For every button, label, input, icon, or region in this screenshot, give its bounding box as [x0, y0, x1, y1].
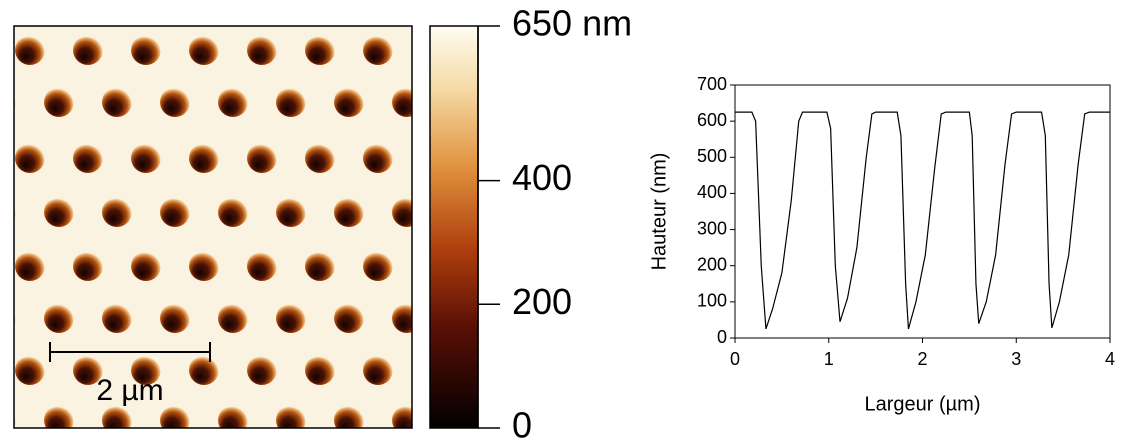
afm-hole	[276, 87, 306, 117]
afm-hole	[247, 143, 277, 173]
y-tick-label: 600	[697, 110, 727, 130]
y-axis-label: Hauteur (nm)	[648, 153, 670, 271]
afm-hole	[189, 251, 219, 281]
afm-hole	[334, 405, 364, 435]
plot-frame	[735, 85, 1110, 338]
afm-hole	[15, 355, 45, 385]
afm-hole	[102, 197, 132, 227]
x-tick-label: 4	[1105, 349, 1115, 369]
x-tick-label: 0	[730, 349, 740, 369]
afm-hole	[247, 355, 277, 385]
afm-hole	[73, 35, 103, 65]
afm-hole	[131, 35, 161, 65]
afm-hole	[218, 87, 248, 117]
afm-hole	[131, 143, 161, 173]
afm-hole	[363, 143, 393, 173]
afm-hole	[189, 143, 219, 173]
afm-hole	[276, 303, 306, 333]
afm-hole	[276, 197, 306, 227]
afm-hole	[160, 87, 190, 117]
afm-hole	[160, 197, 190, 227]
afm-hole	[363, 251, 393, 281]
afm-hole	[392, 303, 422, 333]
afm-hole	[189, 35, 219, 65]
afm-hole	[276, 405, 306, 435]
afm-hole	[44, 87, 74, 117]
x-tick-label: 2	[917, 349, 927, 369]
afm-hole	[392, 197, 422, 227]
colorbar-tick-label: 650 nm	[512, 3, 632, 44]
afm-hole	[44, 303, 74, 333]
colorbar-tick-label: 200	[512, 281, 572, 322]
afm-hole	[247, 251, 277, 281]
scale-bar-label: 2 µm	[96, 374, 163, 407]
afm-hole	[218, 405, 248, 435]
afm-hole	[73, 143, 103, 173]
y-tick-label: 100	[697, 291, 727, 311]
afm-hole	[160, 405, 190, 435]
afm-hole	[44, 405, 74, 435]
profile-line	[735, 112, 1110, 329]
y-tick-label: 500	[697, 146, 727, 166]
afm-hole	[305, 35, 335, 65]
afm-hole	[15, 143, 45, 173]
y-tick-label: 0	[717, 327, 727, 347]
afm-hole	[305, 251, 335, 281]
afm-hole	[334, 197, 364, 227]
afm-hole	[305, 355, 335, 385]
afm-hole	[131, 251, 161, 281]
afm-hole	[363, 35, 393, 65]
y-tick-label: 200	[697, 254, 727, 274]
afm-hole	[102, 87, 132, 117]
afm-hole	[392, 87, 422, 117]
afm-hole	[102, 405, 132, 435]
afm-hole	[44, 197, 74, 227]
afm-hole	[247, 35, 277, 65]
afm-hole	[363, 355, 393, 385]
afm-hole	[189, 355, 219, 385]
afm-hole	[218, 303, 248, 333]
colorbar	[430, 26, 478, 428]
colorbar-tick-label: 400	[512, 157, 572, 198]
x-tick-label: 1	[824, 349, 834, 369]
x-axis-label: Largeur (µm)	[865, 393, 981, 415]
afm-hole	[15, 251, 45, 281]
afm-hole	[160, 303, 190, 333]
afm-hole	[15, 35, 45, 65]
afm-hole	[305, 143, 335, 173]
colorbar-tick-label: 0	[512, 405, 532, 440]
afm-image	[0, 26, 451, 435]
y-tick-label: 300	[697, 218, 727, 238]
afm-hole	[73, 251, 103, 281]
afm-hole	[392, 405, 422, 435]
line-chart: 0 100 200 300 400 500 600 700 0 1 2 3 4 Largeur (µm) H…	[648, 74, 1115, 416]
x-tick-label: 3	[1011, 349, 1021, 369]
y-tick-label: 700	[697, 74, 727, 94]
afm-hole	[334, 303, 364, 333]
afm-hole	[102, 303, 132, 333]
figure: 2 µm 0 200 400 650 nm 0 100 200 300 400 500 600 70…	[0, 0, 1126, 440]
afm-hole	[334, 87, 364, 117]
colorbar-axis: 0 200 400 650 nm	[478, 3, 632, 440]
afm-hole	[218, 197, 248, 227]
y-tick-label: 400	[697, 182, 727, 202]
